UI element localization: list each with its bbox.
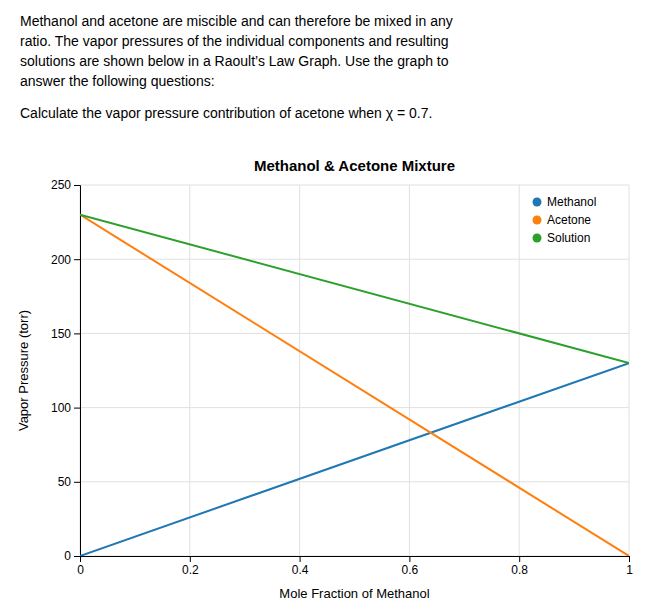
tick-label: 1 bbox=[626, 563, 633, 577]
tick: 0.4 bbox=[292, 556, 309, 577]
x-axis-title: Mole Fraction of Methanol bbox=[279, 586, 429, 601]
lines bbox=[80, 215, 629, 556]
tick: 0.6 bbox=[402, 556, 419, 577]
tick-label: 100 bbox=[51, 401, 71, 415]
grid-line bbox=[80, 259, 629, 260]
y-axis: 0 50 100 150 200 250 bbox=[51, 178, 81, 563]
tick: 50 bbox=[58, 475, 80, 489]
description-line: answer the following questions: bbox=[20, 73, 215, 89]
tick: 0.8 bbox=[511, 556, 528, 577]
tick-label: 150 bbox=[51, 327, 71, 341]
legend-label: Methanol bbox=[547, 195, 596, 209]
description-line: Methanol and acetone are miscible and ca… bbox=[20, 13, 453, 29]
y-axis-title: Vapor Pressure (torr) bbox=[16, 310, 31, 431]
chart: Methanol and acetone are miscible and ca… bbox=[0, 0, 669, 616]
tick-mark bbox=[519, 556, 520, 562]
series-line bbox=[80, 363, 629, 556]
tick-mark bbox=[74, 556, 80, 557]
tick: 1 bbox=[626, 556, 633, 577]
tick-label: 0 bbox=[77, 563, 84, 577]
tick-label: 0.8 bbox=[511, 563, 528, 577]
description-line: Calculate the vapor pressure contributio… bbox=[20, 105, 432, 121]
legend-marker bbox=[533, 234, 542, 243]
tick: 0 bbox=[64, 549, 80, 563]
tick-mark bbox=[74, 185, 80, 186]
grid-line bbox=[80, 481, 629, 482]
grid-line bbox=[299, 185, 300, 556]
legend-item: Solution bbox=[533, 231, 591, 245]
grid-line bbox=[519, 185, 520, 556]
grid-line bbox=[189, 185, 190, 556]
tick: 150 bbox=[51, 327, 80, 341]
legend-marker bbox=[533, 198, 542, 207]
legend-label: Solution bbox=[547, 231, 590, 245]
description: Methanol and acetone are miscible and ca… bbox=[20, 13, 453, 121]
tick-label: 250 bbox=[51, 178, 71, 192]
tick-label: 0.6 bbox=[402, 563, 419, 577]
tick-label: 200 bbox=[51, 253, 71, 267]
legend-item: Methanol bbox=[533, 195, 597, 209]
legend-label: Acetone bbox=[547, 213, 591, 227]
axis-line bbox=[74, 186, 81, 557]
tick: 0.2 bbox=[182, 556, 199, 577]
legend: Methanol Acetone Solution bbox=[533, 195, 597, 245]
tick: 0 bbox=[77, 556, 84, 577]
tick-mark bbox=[74, 408, 80, 409]
tick-mark bbox=[74, 259, 80, 260]
tick-mark bbox=[74, 482, 80, 483]
tick-label: 50 bbox=[58, 475, 72, 489]
tick-mark bbox=[300, 556, 301, 562]
grid-line bbox=[80, 185, 629, 186]
grid-line bbox=[80, 407, 629, 408]
x-axis: 0 0.2 0.4 0.6 0.8 1 bbox=[77, 556, 633, 577]
grid-line bbox=[629, 185, 630, 556]
axis-line bbox=[81, 557, 630, 563]
legend-item: Acetone bbox=[533, 213, 592, 227]
tick-label: 0.4 bbox=[292, 563, 309, 577]
tick-mark bbox=[629, 556, 630, 562]
tick-mark bbox=[409, 556, 410, 562]
tick: 100 bbox=[51, 401, 80, 415]
legend-marker bbox=[533, 216, 542, 225]
tick-label: 0.2 bbox=[182, 563, 199, 577]
plot: 0 0.2 0.4 0.6 0.8 1 0 50 100 150 200 250 Methanol Ace… bbox=[51, 178, 633, 576]
description-line: ratio. The vapor pressures of the indivi… bbox=[20, 33, 449, 49]
tick: 200 bbox=[51, 253, 80, 267]
tick: 250 bbox=[51, 178, 80, 192]
grid bbox=[80, 185, 629, 556]
description-line: solutions are shown below in a Raoult’s … bbox=[20, 53, 449, 69]
series-line bbox=[80, 215, 629, 556]
grid-line bbox=[409, 185, 410, 556]
title: Methanol & Acetone Mixture bbox=[254, 157, 455, 174]
tick-mark bbox=[74, 333, 80, 334]
series-line bbox=[80, 215, 629, 363]
tick-mark bbox=[190, 556, 191, 562]
tick-label: 0 bbox=[64, 549, 71, 563]
grid-line bbox=[80, 333, 629, 334]
